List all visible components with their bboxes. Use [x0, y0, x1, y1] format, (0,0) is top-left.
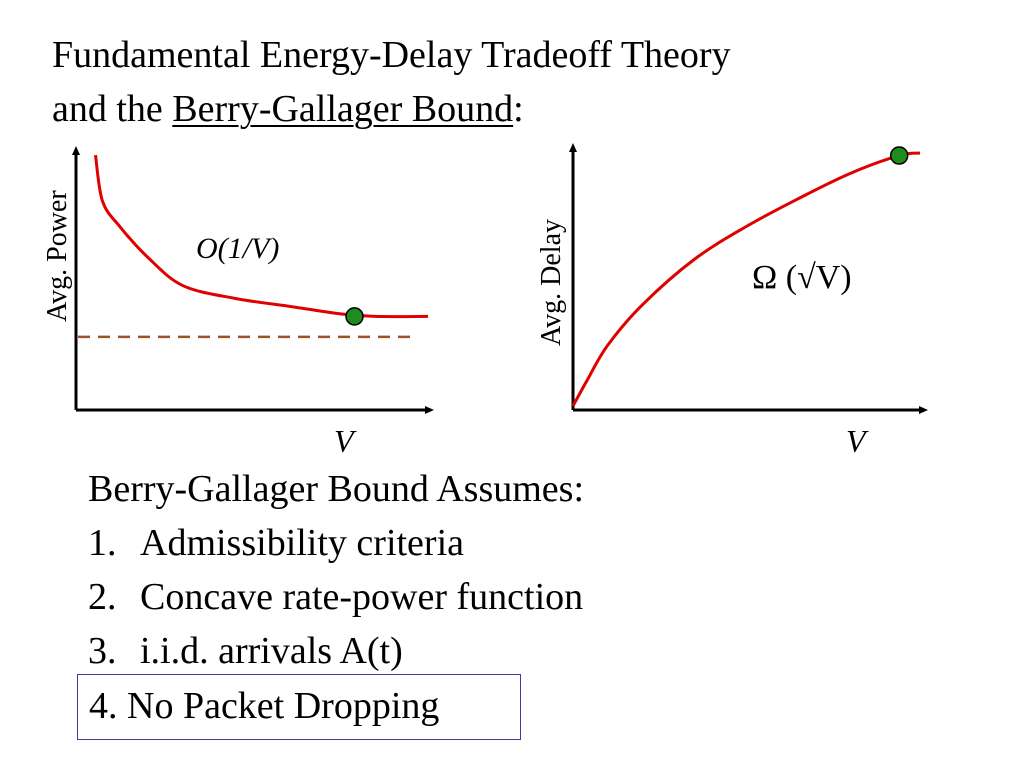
list-item-number: 2.	[88, 576, 117, 618]
title-line-1: Fundamental Energy-Delay Tradeoff Theory	[52, 34, 731, 76]
delay-chart-ylabel: Avg. Delay	[536, 219, 567, 346]
power-chart-xlabel: V	[334, 423, 357, 459]
list-item: 1. Admissibility criteria	[88, 516, 584, 570]
list-item-text: Admissibility criteria	[140, 522, 465, 564]
assumptions-list: Berry-Gallager Bound Assumes: 1. Admissib…	[88, 462, 584, 678]
power-chart-ylabel: Avg. Power	[42, 190, 73, 322]
list-item-text: Concave rate-power function	[140, 576, 584, 618]
list-item-number: 1.	[88, 522, 117, 564]
berry-gallager-bound-underlined: Berry-Gallager Bound	[172, 88, 514, 130]
delay-chart: Avg. Delay V Ω (√V)	[536, 143, 928, 459]
power-chart-annotation: O(1/V)	[196, 232, 279, 265]
list-item: 2. Concave rate-power function	[88, 570, 584, 624]
power-chart: Avg. Power V O(1/V)	[42, 146, 434, 459]
title-line-2-suffix: :	[513, 88, 524, 130]
power-chart-marker	[345, 307, 364, 326]
slide-title: Fundamental Energy-Delay Tradeoff Theory…	[52, 28, 731, 136]
boxed-assumption-no-packet-dropping: 4. No Packet Dropping	[77, 674, 521, 740]
list-item-number: 3.	[88, 630, 117, 672]
assumptions-heading: Berry-Gallager Bound Assumes:	[88, 468, 585, 510]
title-line-2-prefix: and the	[52, 88, 173, 130]
list-item: 3. i.i.d. arrivals A(t)	[88, 624, 584, 678]
delay-chart-marker	[889, 146, 909, 165]
delay-chart-xlabel: V	[846, 423, 869, 459]
delay-chart-annotation: Ω (√V)	[752, 259, 852, 296]
delay-chart-curve	[571, 151, 921, 407]
list-item-text: i.i.d. arrivals A(t)	[140, 630, 403, 672]
